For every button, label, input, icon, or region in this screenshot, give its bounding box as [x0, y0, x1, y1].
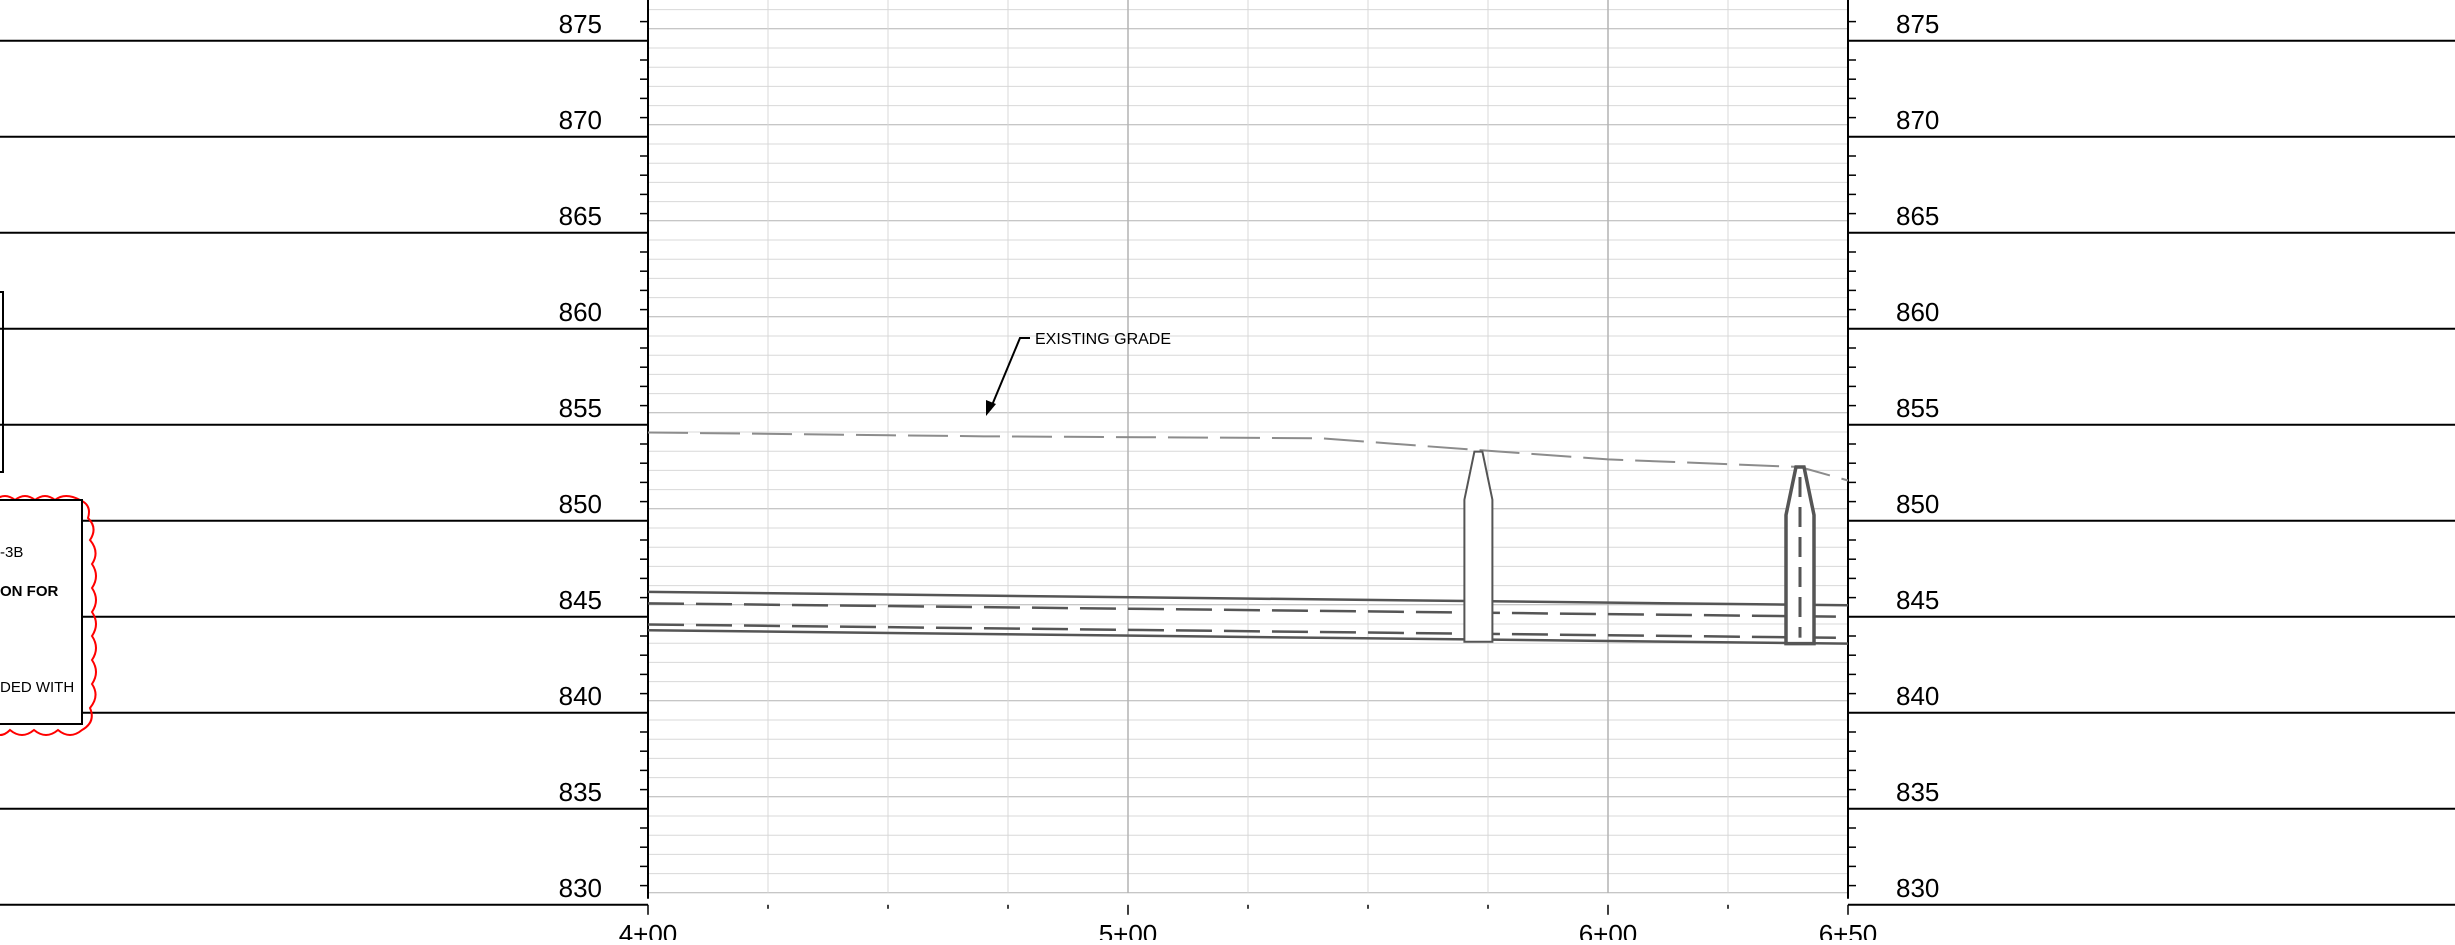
- note-fragment-3: DED WITH: [0, 679, 74, 696]
- station-label: 6+00: [1579, 919, 1638, 940]
- elevation-label-right: 840: [1896, 681, 1939, 711]
- pipe-centerline-dashed-upper: [647, 602, 1849, 619]
- elevation-label-right: 870: [1896, 105, 1939, 135]
- station-label: 5+00: [1099, 919, 1158, 940]
- pipe-profile: [647, 590, 1849, 645]
- existing-grade-label: EXISTING GRADE: [1035, 331, 1171, 348]
- elevation-label-left: 845: [559, 585, 602, 615]
- elevation-label-right: 860: [1896, 297, 1939, 327]
- pipe-centerline-dashed-lower: [647, 623, 1849, 640]
- elevation-label-right: 850: [1896, 489, 1939, 519]
- elevation-label-left: 860: [559, 297, 602, 327]
- elevation-label-left: 850: [559, 489, 602, 519]
- elevation-label-left: 855: [559, 393, 602, 423]
- elevation-label-right: 865: [1896, 201, 1939, 231]
- pipe-invert-line: [647, 628, 1849, 645]
- station-label: 6+50: [1819, 919, 1878, 940]
- elevation-label-left: 840: [559, 681, 602, 711]
- elevation-label-left: 835: [559, 777, 602, 807]
- elevation-label-right: 845: [1896, 585, 1939, 615]
- elevation-label-right: 830: [1896, 873, 1939, 903]
- elevation-label-left: 830: [559, 873, 602, 903]
- elevation-label-left: 875: [559, 9, 602, 39]
- existing-grade-leader: [989, 337, 1030, 411]
- elevation-label-right: 875: [1896, 9, 1939, 39]
- manhole-structure: [1463, 450, 1494, 643]
- manhole-structures: [1463, 450, 1816, 646]
- elevation-band-lines: [0, 0, 2455, 906]
- note-fragment-2: ON FOR: [0, 583, 58, 600]
- existing-grade-arrowhead: [986, 400, 996, 416]
- note-box: [0, 499, 83, 725]
- axis-ticks: [640, 20, 1856, 915]
- station-label: 4+00: [619, 919, 678, 940]
- profile-grid: [647, 0, 1849, 894]
- elevation-label-right: 855: [1896, 393, 1939, 423]
- elevation-label-left: 865: [559, 201, 602, 231]
- left-box-upper: [0, 291, 4, 473]
- axis-labels: 875 875 870 870 865 865 860 860 855 855 850 850 845 8…: [559, 9, 1940, 945]
- note-fragment-1: -3B: [0, 544, 23, 561]
- elevation-label-right: 835: [1896, 777, 1939, 807]
- pipe-crown-line: [647, 590, 1849, 607]
- elevation-label-left: 870: [559, 105, 602, 135]
